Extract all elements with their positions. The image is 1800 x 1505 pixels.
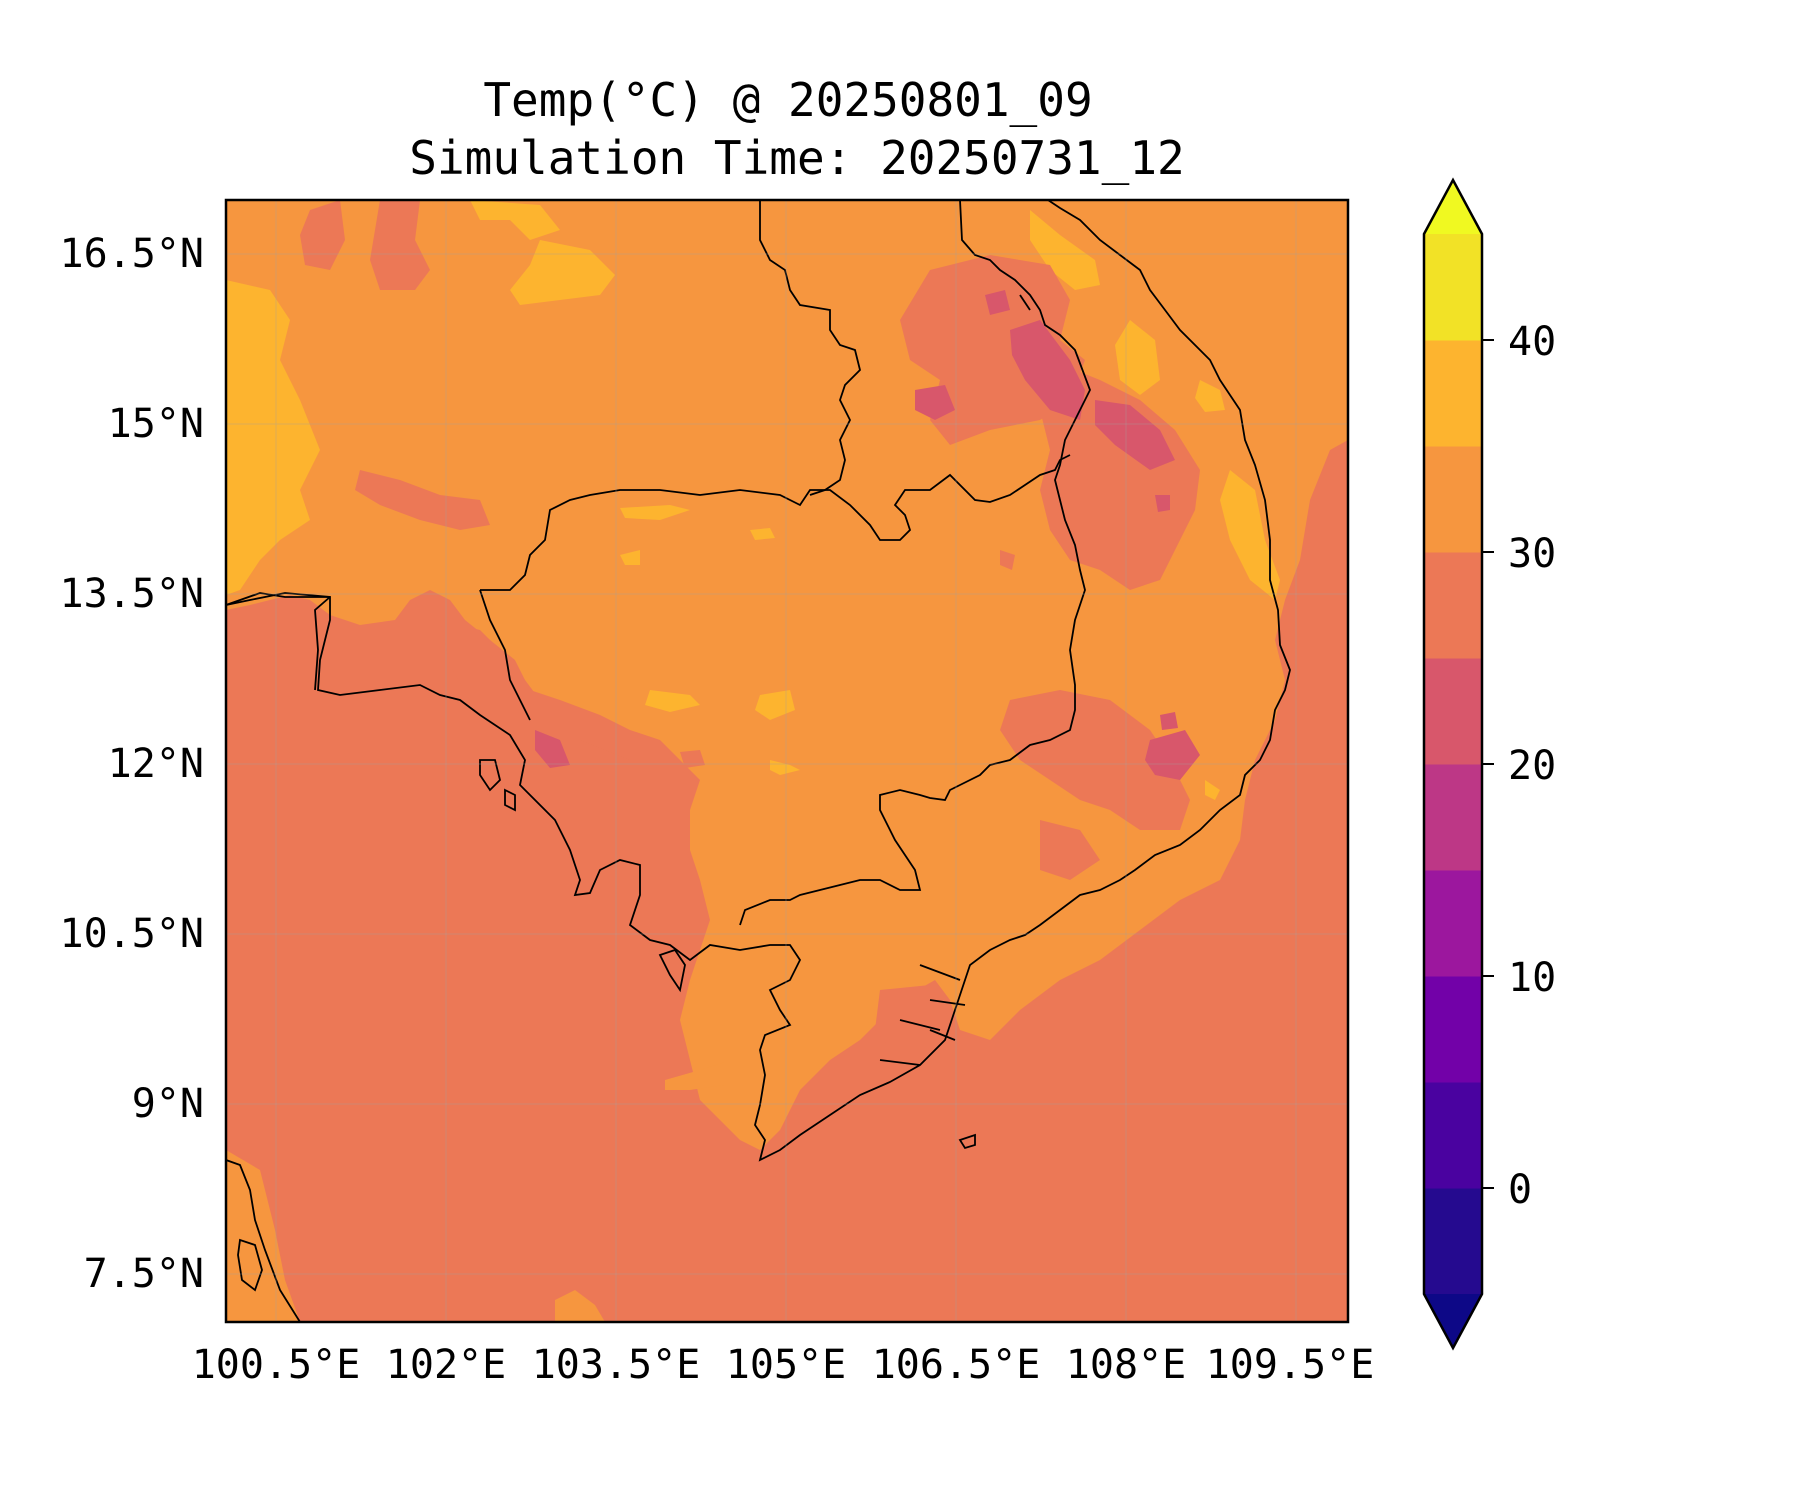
hot-patch-vietnam-coast: [1220, 470, 1280, 600]
mild-patch-vietnam-south: [1000, 690, 1190, 830]
colorbar-tick-label: 40: [1508, 319, 1556, 365]
x-tick-label: 109.5°E: [1206, 1342, 1375, 1388]
colorbar-band: [1424, 234, 1482, 341]
y-tick-label: 12°N: [108, 741, 204, 787]
x-tick-label: 106.5°E: [872, 1342, 1041, 1388]
mild-patch-thailand-north-2: [300, 200, 345, 270]
mild-patch-cambodia-center: [1000, 550, 1015, 570]
colorbar-tick-label: 0: [1508, 1167, 1532, 1213]
hot-patch-cambodia-5: [620, 550, 640, 565]
cool-patch-vietnam-south-3: [1160, 712, 1178, 730]
laos-internal: [1019, 294, 1031, 311]
cool-patch-vietnam-south-2: [1145, 730, 1200, 780]
border-laos-thailand: [759, 200, 861, 496]
y-tick-label: 7.5°N: [84, 1251, 204, 1297]
hot-patch-vietnam-south: [1205, 780, 1220, 800]
colorbar-band: [1424, 870, 1482, 977]
coastline-gulf: [226, 200, 1291, 1162]
colorbar-band: [1424, 552, 1482, 659]
warm-patch-gulf: [665, 1062, 725, 1090]
hot-patch-thailand-west: [226, 280, 320, 595]
x-tick-label: 100.5°E: [192, 1342, 361, 1388]
coastlines-borders: [226, 200, 1291, 1322]
y-tick-label: 9°N: [132, 1081, 204, 1127]
cool-patch-cambodia-west: [535, 730, 570, 768]
hot-patch-cambodia-1: [645, 690, 700, 712]
colorbar-labels: 40 30 20 10 0: [1508, 319, 1556, 1213]
mild-patch-vietnam-southeast: [1040, 820, 1100, 880]
colorbar-band: [1424, 1188, 1482, 1295]
hot-patch-vietnam-north: [1030, 210, 1100, 290]
y-tick-label: 15°N: [108, 401, 204, 447]
cool-patch-vietnam-3: [1155, 495, 1170, 512]
y-axis-labels: 16.5°N 15°N 13.5°N 12°N 10.5°N 9°N 7.5°N: [60, 231, 205, 1297]
warm-land-west: [226, 1150, 300, 1322]
hot-patch-vietnam-east: [1195, 380, 1225, 412]
mild-patch-thailand-north: [370, 200, 430, 290]
colorbar-band: [1424, 976, 1482, 1083]
island-1: [479, 759, 501, 792]
x-tick-label: 108°E: [1066, 1342, 1186, 1388]
island-4: [958, 1133, 976, 1150]
y-tick-label: 10.5°N: [60, 911, 205, 957]
y-tick-label: 13.5°N: [60, 571, 205, 617]
mild-patch-cambodia-south: [680, 750, 705, 768]
mild-patch-thailand-mid: [355, 470, 490, 530]
hot-patch-vietnam-mid: [1115, 320, 1160, 395]
colorbar-band: [1424, 446, 1482, 553]
x-tick-label: 102°E: [386, 1342, 506, 1388]
colorbar-tick-label: 30: [1508, 531, 1556, 577]
title-line-2: Simulation Time: 20250731_12: [409, 131, 1184, 185]
mild-patch-cambodia-west: [575, 740, 650, 800]
colorbar-band: [1424, 658, 1482, 765]
island-2: [504, 788, 516, 812]
colorbar-extend-max: [1424, 180, 1482, 234]
delta-mouths: [879, 964, 966, 1066]
colorbar-tick-label: 10: [1508, 955, 1556, 1001]
border-thailand-cambodia: [226, 592, 331, 691]
map-panel: [226, 200, 1348, 1322]
hot-patch-cambodia-2: [755, 690, 795, 720]
map-frame: [224, 198, 1350, 1324]
colorbar-extend-min: [1424, 1294, 1482, 1348]
mild-patch-coast-west: [440, 620, 570, 760]
colorbar-tick-label: 20: [1508, 743, 1556, 789]
border-cambodia-thailand-north: [480, 454, 1071, 591]
hot-patch-cambodia-3: [770, 760, 800, 775]
hot-patch-cambodia-4: [620, 505, 690, 520]
x-axis-labels: 100.5°E 102°E 103.5°E 105°E 106.5°E 108°…: [192, 1342, 1375, 1388]
cool-patch-laos-3: [985, 290, 1010, 315]
gridlines: [226, 200, 1348, 1322]
colorbar: [1422, 177, 1494, 1351]
y-tick-label: 16.5°N: [60, 231, 205, 277]
colorbar-band: [1424, 340, 1482, 447]
colorbar-band: [1424, 1082, 1482, 1189]
hot-patch-north-2: [510, 240, 615, 305]
cool-patch-laos-border: [1010, 320, 1085, 420]
island-3: [658, 948, 686, 993]
west-coast-peninsula: [226, 1159, 301, 1322]
cool-patch-laos-2: [915, 385, 955, 420]
warm-patch-south: [555, 1290, 605, 1322]
border-cambodia-vietnam-south: [479, 589, 531, 721]
hot-patch-north: [470, 200, 560, 240]
cool-patch-vietnam-1: [1095, 400, 1175, 470]
colorbar-band: [1424, 764, 1482, 871]
title-line-1: Temp(°C) @ 20250801_09: [483, 73, 1092, 127]
x-tick-label: 103.5°E: [532, 1342, 701, 1388]
hot-patch-cambodia-6: [750, 528, 775, 540]
x-tick-label: 105°E: [726, 1342, 846, 1388]
border-laos-vietnam: [739, 200, 1091, 926]
colorbar-outline: [1422, 177, 1484, 1351]
